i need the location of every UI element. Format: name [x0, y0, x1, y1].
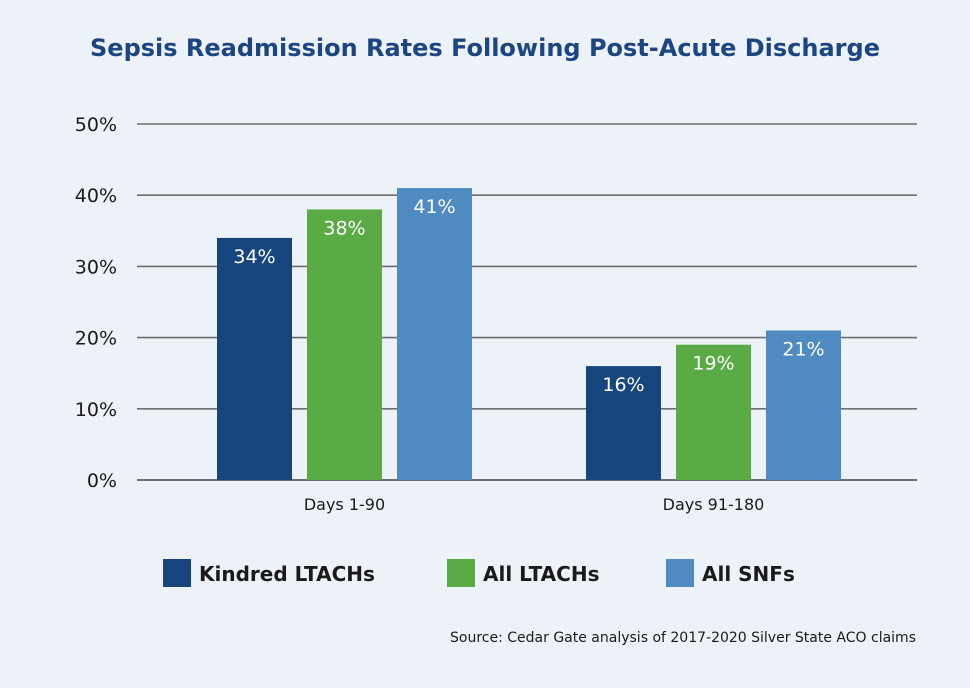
- y-tick-label: 40%: [75, 185, 117, 207]
- bar-data-label: 19%: [692, 353, 734, 375]
- bars: 34% 38% 41% 16% 19% 21%: [217, 188, 841, 480]
- x-category-label: Days 91-180: [663, 495, 765, 514]
- legend-swatch: [447, 559, 475, 587]
- y-axis-ticks: 0% 10% 20% 30% 40% 50%: [75, 114, 117, 492]
- legend-label: All LTACHs: [483, 562, 599, 586]
- bar-data-label: 16%: [602, 374, 644, 396]
- bar: [586, 366, 661, 480]
- legend-label: Kindred LTACHs: [199, 562, 375, 586]
- source-note: Source: Cedar Gate analysis of 2017-2020…: [450, 630, 916, 646]
- y-tick-label: 50%: [75, 114, 117, 136]
- legend-swatch: [163, 559, 191, 587]
- x-category-label: Days 1-90: [304, 495, 385, 514]
- bar: [397, 188, 472, 480]
- legend: Kindred LTACHs All LTACHs All SNFs: [163, 559, 795, 587]
- bar-data-label: 38%: [323, 217, 365, 239]
- y-tick-label: 20%: [75, 328, 117, 350]
- legend-item: Kindred LTACHs: [163, 559, 375, 587]
- legend-item: All SNFs: [666, 559, 795, 587]
- y-tick-label: 30%: [75, 256, 117, 278]
- y-tick-label: 0%: [87, 470, 117, 492]
- bar: [676, 344, 751, 480]
- bar-data-label: 41%: [413, 196, 455, 218]
- legend-label: All SNFs: [702, 562, 795, 586]
- chart-title: Sepsis Readmission Rates Following Post-…: [90, 34, 880, 62]
- x-axis-categories: Days 1-90 Days 91-180: [304, 495, 765, 514]
- bar-data-label: 34%: [233, 246, 275, 268]
- legend-item: All LTACHs: [447, 559, 599, 587]
- bar: [766, 330, 841, 480]
- bar-data-label: 21%: [782, 338, 824, 360]
- y-tick-label: 10%: [75, 399, 117, 421]
- bar: [217, 237, 292, 480]
- bar: [307, 209, 382, 480]
- legend-swatch: [666, 559, 694, 587]
